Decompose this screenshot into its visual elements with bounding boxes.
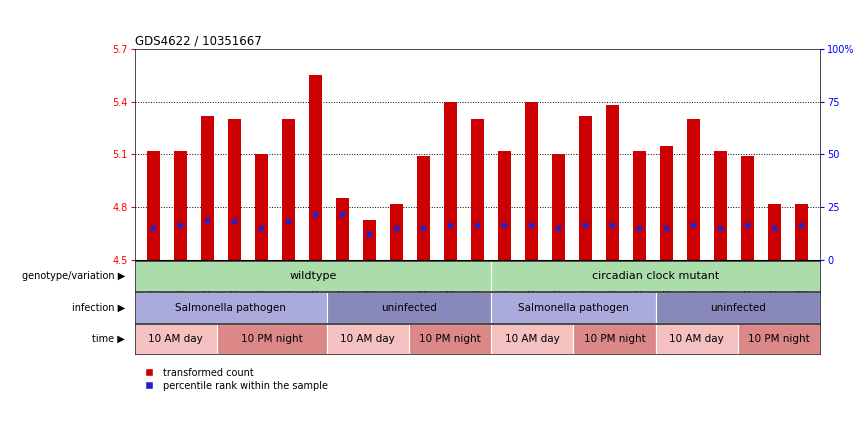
Bar: [417, 156, 431, 260]
Text: time ▶: time ▶: [92, 334, 125, 344]
Text: 10 PM night: 10 PM night: [748, 334, 810, 344]
Bar: [738, 324, 820, 354]
Bar: [552, 154, 565, 260]
Text: infection ▶: infection ▶: [72, 302, 125, 313]
Bar: [491, 292, 655, 323]
Text: 10 PM night: 10 PM night: [240, 334, 303, 344]
Bar: [135, 324, 217, 354]
Text: 10 PM night: 10 PM night: [419, 334, 481, 344]
Bar: [201, 115, 214, 260]
Text: genotype/variation ▶: genotype/variation ▶: [22, 271, 125, 281]
Bar: [282, 119, 295, 260]
Bar: [217, 324, 326, 354]
Text: 10 AM day: 10 AM day: [340, 334, 395, 344]
Text: uninfected: uninfected: [710, 302, 766, 313]
Text: 10 AM day: 10 AM day: [148, 334, 203, 344]
Bar: [326, 324, 409, 354]
Bar: [713, 151, 727, 260]
Bar: [574, 324, 655, 354]
Bar: [147, 151, 161, 260]
Bar: [409, 324, 491, 354]
Bar: [254, 154, 268, 260]
Bar: [309, 75, 322, 260]
Bar: [363, 220, 376, 260]
Bar: [579, 115, 592, 260]
Text: circadian clock mutant: circadian clock mutant: [592, 271, 720, 281]
Bar: [444, 102, 457, 260]
Text: 10 AM day: 10 AM day: [505, 334, 560, 344]
Text: Salmonella pathogen: Salmonella pathogen: [518, 302, 628, 313]
Bar: [767, 204, 781, 260]
Bar: [135, 261, 491, 291]
Bar: [491, 261, 820, 291]
Text: Salmonella pathogen: Salmonella pathogen: [175, 302, 286, 313]
Bar: [606, 105, 619, 260]
Text: uninfected: uninfected: [381, 302, 437, 313]
Bar: [135, 292, 326, 323]
Text: 10 PM night: 10 PM night: [583, 334, 646, 344]
Bar: [497, 151, 511, 260]
Bar: [655, 292, 820, 323]
Bar: [390, 204, 403, 260]
Bar: [633, 151, 646, 260]
Bar: [336, 198, 349, 260]
Bar: [794, 204, 808, 260]
Bar: [174, 151, 187, 260]
Bar: [687, 119, 700, 260]
Bar: [227, 119, 241, 260]
Text: GDS4622 / 10351667: GDS4622 / 10351667: [135, 35, 261, 47]
Bar: [326, 292, 491, 323]
Bar: [470, 119, 484, 260]
Text: wildtype: wildtype: [289, 271, 337, 281]
Bar: [524, 102, 538, 260]
Text: 10 AM day: 10 AM day: [669, 334, 724, 344]
Bar: [740, 156, 754, 260]
Legend: transformed count, percentile rank within the sample: transformed count, percentile rank withi…: [140, 368, 328, 391]
Bar: [491, 324, 574, 354]
Bar: [660, 146, 673, 260]
Bar: [655, 324, 738, 354]
